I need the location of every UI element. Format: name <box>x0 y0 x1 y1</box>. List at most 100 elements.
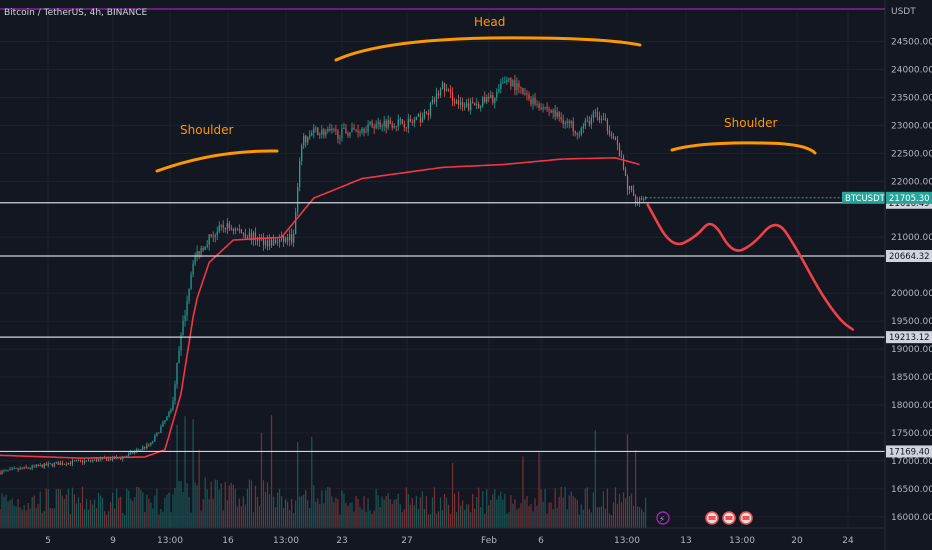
volume-bar <box>228 485 230 528</box>
volume-bar <box>71 487 74 528</box>
candle-body <box>61 462 63 465</box>
volume-bar <box>351 502 353 528</box>
y-tick-label: 23000.00 <box>891 121 932 131</box>
candle-body <box>321 129 323 135</box>
y-tick-label: 22000.00 <box>891 177 932 187</box>
volume-bar <box>592 492 594 528</box>
flag-icon-stripe <box>742 516 750 520</box>
candle-body <box>244 233 246 238</box>
candle-body <box>65 463 67 465</box>
candle-body <box>578 134 580 136</box>
volume-bar <box>97 492 100 528</box>
volume-bar <box>393 499 395 528</box>
candle-body <box>484 97 486 102</box>
volume-bar <box>252 512 255 528</box>
candle-body <box>47 463 49 466</box>
volume-bar <box>630 493 633 528</box>
candle-body <box>236 228 238 230</box>
candle-body <box>152 441 154 443</box>
candle-body <box>409 118 411 123</box>
candle-body <box>81 460 84 463</box>
volume-bar <box>278 488 281 528</box>
volume-bar <box>584 488 586 528</box>
candle-body <box>313 128 315 133</box>
candle-body <box>270 239 273 246</box>
candle-body <box>23 466 25 469</box>
candle-body <box>518 83 520 88</box>
lightning-icon <box>656 511 670 525</box>
candle-body <box>130 451 132 454</box>
currency-label: USDT <box>891 7 916 17</box>
volume-bar <box>468 504 470 528</box>
volume-bar <box>470 512 472 528</box>
candle-body <box>210 234 212 237</box>
volume-bar <box>53 508 55 528</box>
volume-bar <box>409 504 411 528</box>
candle-body <box>212 236 214 238</box>
volume-bar <box>397 493 399 528</box>
candle-body <box>365 131 367 133</box>
candle-body <box>89 459 92 461</box>
candle-body <box>431 99 434 104</box>
volume-bar <box>212 498 214 528</box>
volume-bar <box>516 509 518 528</box>
candle-body <box>272 239 275 246</box>
level-label-bg <box>886 250 932 263</box>
candle-body <box>379 121 381 127</box>
volume-bar <box>379 507 381 528</box>
candle-body <box>305 135 307 143</box>
volume-bar <box>542 501 544 528</box>
candle-body <box>174 384 176 401</box>
y-tick-label: 24000.00 <box>891 66 932 76</box>
candle-body <box>359 132 361 133</box>
candle-body <box>566 121 568 124</box>
candle-body <box>568 121 570 124</box>
volume-bar <box>136 486 138 528</box>
volume-bar <box>180 481 182 528</box>
candle-body <box>166 416 168 421</box>
volume-bar <box>514 499 516 528</box>
volume-bar <box>3 496 5 528</box>
candle-body <box>556 112 558 117</box>
candle-body <box>323 129 325 136</box>
level-label: 20664.32 <box>889 252 930 262</box>
candle-body <box>128 453 130 456</box>
y-tick-label: 19000.00 <box>891 345 932 355</box>
volume-bar <box>480 506 482 528</box>
volume-bar <box>415 495 417 528</box>
candle-body <box>502 82 504 84</box>
volume-bar <box>110 501 112 528</box>
volume-bar <box>319 504 321 528</box>
volume-bar <box>375 488 377 528</box>
volume-bar <box>204 477 206 528</box>
volume-bar <box>236 506 238 528</box>
volume-bar <box>246 488 249 528</box>
candle-body <box>194 256 196 264</box>
volume-bar <box>536 505 538 528</box>
horizontal-levels: 21616.4920664.3219213.1217169.40BTCUSDT2… <box>0 191 932 458</box>
y-tick-label: 16500.00 <box>891 485 932 495</box>
candle-body <box>232 229 234 231</box>
volume-bar <box>262 480 265 528</box>
volume-bar <box>496 499 498 528</box>
volume-bar <box>266 482 269 528</box>
candle-body <box>508 78 510 80</box>
candle-body <box>413 120 415 123</box>
volume-bar <box>206 489 208 528</box>
candle-body <box>254 232 257 240</box>
candle-body <box>206 244 208 247</box>
volume-bar <box>357 499 359 528</box>
volume-bar <box>184 416 186 528</box>
volume-bar <box>134 496 136 528</box>
candle-body <box>268 239 271 247</box>
volume-bar <box>91 504 94 528</box>
candle-body <box>544 106 546 108</box>
candle-body <box>83 460 86 463</box>
candle-body <box>329 128 331 131</box>
candle-body <box>355 129 357 131</box>
volume-bar <box>490 500 492 528</box>
candle-body <box>445 89 448 92</box>
y-tick-label: 18000.00 <box>891 401 932 411</box>
volume-bar <box>462 500 464 528</box>
